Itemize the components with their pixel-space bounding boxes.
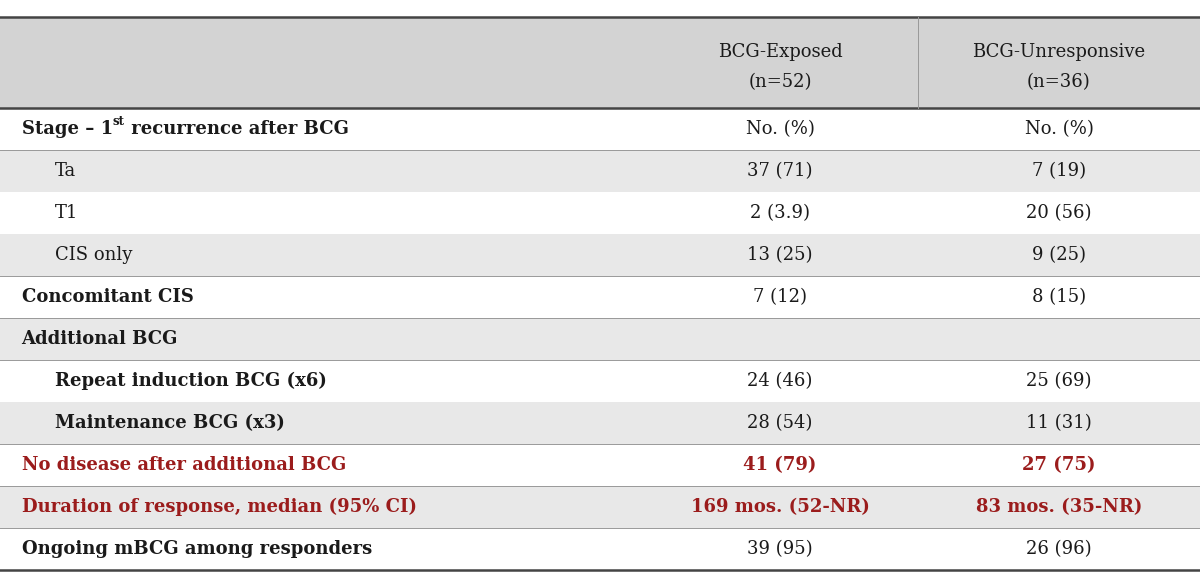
- Text: Duration of response, median (95% CI): Duration of response, median (95% CI): [22, 498, 416, 516]
- Bar: [0, 150, 1200, 192]
- Text: 27 (75): 27 (75): [1022, 456, 1096, 474]
- Text: 24 (46): 24 (46): [748, 372, 812, 390]
- Text: (n=52): (n=52): [749, 73, 811, 91]
- Text: No. (%): No. (%): [745, 120, 815, 138]
- Text: 25 (69): 25 (69): [1026, 372, 1092, 390]
- Text: Repeat induction BCG (x6): Repeat induction BCG (x6): [55, 372, 328, 390]
- Text: 9 (25): 9 (25): [1032, 246, 1086, 264]
- Text: 26 (96): 26 (96): [1026, 540, 1092, 558]
- Bar: [0, 234, 1200, 276]
- Text: Maintenance BCG (x3): Maintenance BCG (x3): [55, 414, 286, 432]
- Text: No. (%): No. (%): [1025, 120, 1093, 138]
- Text: recurrence after BCG: recurrence after BCG: [125, 120, 349, 138]
- Text: 11 (31): 11 (31): [1026, 414, 1092, 432]
- Text: 8 (15): 8 (15): [1032, 288, 1086, 306]
- Bar: [0, 486, 1200, 528]
- Bar: [0, 402, 1200, 444]
- Text: T1: T1: [55, 204, 78, 222]
- Bar: [0, 318, 1200, 360]
- Text: Ta: Ta: [55, 162, 77, 180]
- Text: No disease after additional BCG: No disease after additional BCG: [22, 456, 346, 474]
- Text: (n=36): (n=36): [1027, 73, 1091, 91]
- Text: 7 (19): 7 (19): [1032, 162, 1086, 180]
- Bar: [0, 276, 1200, 318]
- Text: 28 (54): 28 (54): [748, 414, 812, 432]
- Text: 41 (79): 41 (79): [743, 456, 817, 474]
- Text: BCG-Exposed: BCG-Exposed: [718, 42, 842, 61]
- Bar: [0, 444, 1200, 486]
- Text: 20 (56): 20 (56): [1026, 204, 1092, 222]
- Bar: [0, 360, 1200, 402]
- Bar: [0, 192, 1200, 234]
- Bar: [0, 528, 1200, 570]
- Text: Stage – 1: Stage – 1: [22, 120, 113, 138]
- Bar: [0, 17, 1200, 108]
- Text: 39 (95): 39 (95): [748, 540, 812, 558]
- Text: 83 mos. (35-NR): 83 mos. (35-NR): [976, 498, 1142, 516]
- Text: Ongoing mBCG among responders: Ongoing mBCG among responders: [22, 540, 372, 558]
- Text: BCG-Unresponsive: BCG-Unresponsive: [972, 42, 1146, 61]
- Text: CIS only: CIS only: [55, 246, 132, 264]
- Text: 7 (12): 7 (12): [754, 288, 808, 306]
- Text: 169 mos. (52-NR): 169 mos. (52-NR): [690, 498, 870, 516]
- Text: 2 (3.9): 2 (3.9): [750, 204, 810, 222]
- Text: Additional BCG: Additional BCG: [22, 330, 178, 348]
- Text: 13 (25): 13 (25): [748, 246, 812, 264]
- Text: Concomitant CIS: Concomitant CIS: [22, 288, 193, 306]
- Text: st: st: [113, 115, 125, 127]
- Text: 37 (71): 37 (71): [748, 162, 812, 180]
- Bar: [0, 108, 1200, 150]
